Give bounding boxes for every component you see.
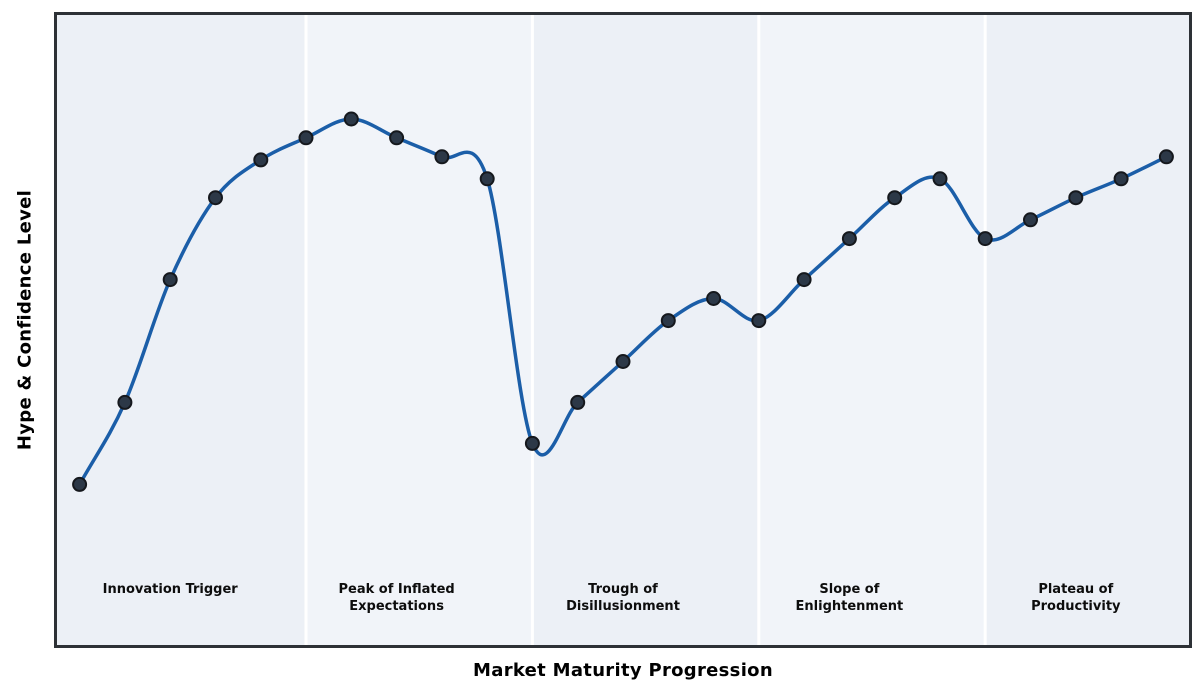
data-point-marker xyxy=(1023,212,1038,228)
phase-band xyxy=(57,15,306,645)
data-point-marker xyxy=(208,190,223,206)
data-point-marker xyxy=(162,272,178,288)
data-point-marker xyxy=(660,313,676,329)
data-point-marker xyxy=(932,171,948,187)
data-point-marker xyxy=(887,190,903,206)
x-axis-label: Market Maturity Progression xyxy=(473,660,773,681)
data-point-marker xyxy=(434,149,450,165)
data-point-marker xyxy=(977,231,993,247)
y-axis-label: Hype & Confidence Level xyxy=(14,189,36,451)
data-point-marker xyxy=(751,313,767,329)
phase-band xyxy=(985,15,1189,645)
data-point-marker xyxy=(1158,149,1174,165)
phase-band xyxy=(758,15,986,645)
hype-curve-canvas xyxy=(57,15,1189,645)
plot-area: Innovation Trigger Peak of Inflated Expe… xyxy=(54,12,1192,648)
data-point-marker xyxy=(117,394,133,410)
phase-label-trough-of-disillusionment: Trough of Disillusionment xyxy=(566,582,680,614)
data-point-marker xyxy=(1068,190,1084,206)
phase-label-slope-of-enlightenment: Slope of Enlightenment xyxy=(795,582,904,614)
phase-label-innovation-trigger: Innovation Trigger xyxy=(102,582,238,597)
data-point-marker xyxy=(841,231,857,247)
data-point-marker xyxy=(524,435,540,451)
data-point-marker xyxy=(389,130,405,146)
data-point-marker xyxy=(72,476,88,492)
phase-label-peak-of-inflated-expectations: Peak of Inflated Expectations xyxy=(338,582,455,614)
data-point-marker xyxy=(570,394,586,410)
data-point-marker xyxy=(298,130,314,146)
data-point-marker xyxy=(1113,171,1129,187)
data-point-marker xyxy=(796,272,812,288)
data-point-marker xyxy=(706,291,722,306)
phase-label-plateau-of-productivity: Plateau of Productivity xyxy=(1031,582,1121,614)
data-point-marker xyxy=(479,171,495,187)
data-point-marker xyxy=(253,152,269,168)
data-point-marker xyxy=(343,111,359,127)
data-point-marker xyxy=(615,354,631,369)
phase-band xyxy=(306,15,533,645)
phase-band xyxy=(532,15,759,645)
